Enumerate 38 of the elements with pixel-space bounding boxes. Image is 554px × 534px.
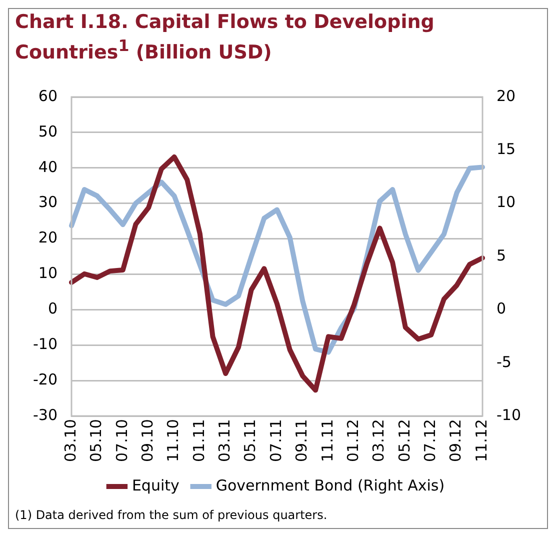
x-tick-label: 09.12 bbox=[446, 419, 465, 462]
x-tick-label: 03.12 bbox=[370, 419, 388, 462]
x-tick-label: 01.12 bbox=[344, 419, 362, 462]
y2-tick-label: -10 bbox=[496, 406, 521, 424]
y2-tick-label: -5 bbox=[496, 353, 512, 372]
x-tick-label: 11.11 bbox=[318, 419, 336, 462]
x-tick-label: 05.11 bbox=[241, 419, 260, 462]
x-tick-label: 05.10 bbox=[87, 419, 106, 462]
y-tick-label: 40 bbox=[38, 158, 58, 176]
y2-tick-label: 10 bbox=[496, 194, 516, 212]
x-tick-label: 09.11 bbox=[292, 419, 311, 462]
y-tick-label: 60 bbox=[38, 87, 58, 106]
x-tick-label: 03.10 bbox=[61, 419, 80, 462]
y2-tick-label: 15 bbox=[496, 140, 516, 158]
legend-label: Equity bbox=[132, 476, 180, 495]
x-tick-label: 09.10 bbox=[138, 419, 156, 462]
y-tick-label: 10 bbox=[38, 264, 58, 282]
x-tick-label: 11.10 bbox=[164, 419, 182, 462]
x-tick-label: 05.12 bbox=[395, 419, 414, 462]
y-tick-label: 50 bbox=[38, 122, 58, 141]
x-tick-label: 07.12 bbox=[421, 419, 440, 462]
chart-title: Chart I.18. Capital Flows to Developing Countries$^{1}$ (Billion USD) bbox=[15, 11, 436, 64]
x-tick-label: 07.10 bbox=[112, 419, 131, 462]
x-tick-label: 07.11 bbox=[266, 419, 285, 462]
y-tick-label: -10 bbox=[33, 335, 58, 354]
y2-tick-label: 5 bbox=[496, 246, 506, 265]
y-tick-label: -30 bbox=[33, 406, 58, 424]
y-tick-label: -20 bbox=[33, 370, 58, 389]
y2-tick-label: 0 bbox=[496, 300, 506, 318]
x-tick-label: 03.11 bbox=[216, 419, 234, 462]
y-tick-label: 30 bbox=[38, 194, 58, 212]
x-tick-label: 01.11 bbox=[190, 419, 208, 462]
y2-tick-label: 20 bbox=[496, 87, 516, 106]
legend-label: Government Bond (Right Axis) bbox=[216, 476, 445, 495]
y-tick-label: 20 bbox=[38, 229, 58, 248]
x-tick-label: 11.12 bbox=[472, 419, 490, 462]
text: (1) Data derived from the sum of previous quarters. bbox=[15, 508, 328, 522]
y-tick-label: 0 bbox=[48, 300, 58, 318]
